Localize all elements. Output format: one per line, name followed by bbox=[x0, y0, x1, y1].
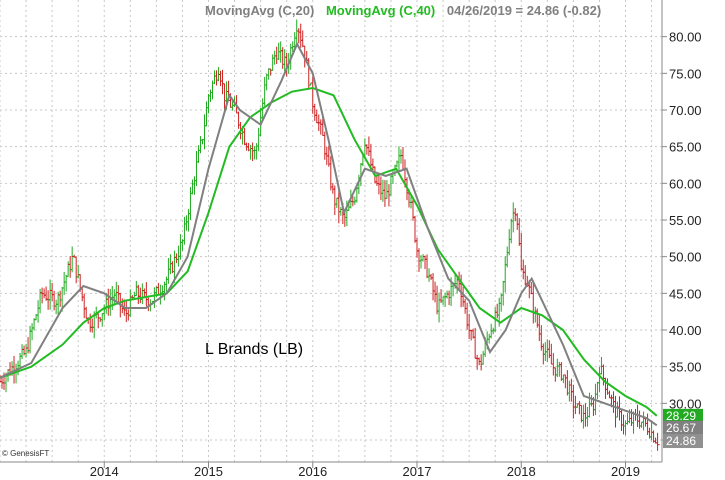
y-tick-label: 70.00 bbox=[669, 103, 702, 118]
y-tick-label: 60.00 bbox=[669, 176, 702, 191]
ma20-value-badge-label: 26.67 bbox=[666, 421, 696, 435]
x-tick-label: 2019 bbox=[611, 464, 640, 479]
ma20-series-line bbox=[0, 41, 658, 427]
ma40-series-line bbox=[0, 86, 658, 417]
ma20-legend: MovingAvg (C,20) bbox=[205, 3, 315, 18]
price-bars bbox=[0, 19, 660, 451]
y-tick-label: 35.00 bbox=[669, 360, 702, 375]
y-tick-label: 30.00 bbox=[669, 396, 702, 411]
y-tick-label: 75.00 bbox=[669, 66, 702, 81]
y-tick-label: 80.00 bbox=[669, 30, 702, 45]
ma40-value-badge-label: 28.29 bbox=[666, 409, 696, 423]
ma20-value-badge bbox=[663, 420, 703, 435]
x-axis-ticks: 2014 2015 2016 2017 2018 2019 bbox=[90, 462, 640, 479]
x-tick-label: 2018 bbox=[507, 464, 536, 479]
data-credit: © GenesisFT bbox=[2, 449, 50, 458]
chart-title: L Brands (LB) bbox=[205, 341, 303, 358]
y-tick-label: 50.00 bbox=[669, 250, 702, 265]
y-tick-label: 40.00 bbox=[669, 323, 702, 338]
x-tick-label: 2016 bbox=[298, 464, 327, 479]
y-tick-label: 65.00 bbox=[669, 140, 702, 155]
close-value-badge-label: 24.86 bbox=[666, 434, 696, 448]
x-tick-label: 2014 bbox=[90, 464, 119, 479]
ma40-legend: MovingAvg (C,40) bbox=[325, 3, 436, 18]
grid bbox=[0, 0, 662, 462]
y-axis-ticks: 25.0030.0035.0040.0045.0050.0055.0060.00… bbox=[662, 30, 702, 448]
x-tick-label: 2017 bbox=[403, 464, 432, 479]
quote-readout: 04/26/2019 = 24.86 (-0.82) bbox=[446, 3, 602, 18]
chart-header: MovingAvg (C,20) MovingAvg (C,40) 04/26/… bbox=[205, 3, 609, 18]
y-tick-label: 55.00 bbox=[669, 213, 702, 228]
ma40-value-badge bbox=[663, 408, 703, 423]
x-tick-label: 2015 bbox=[194, 464, 223, 479]
y-tick-label: 45.00 bbox=[669, 286, 702, 301]
close-value-badge bbox=[663, 434, 703, 449]
